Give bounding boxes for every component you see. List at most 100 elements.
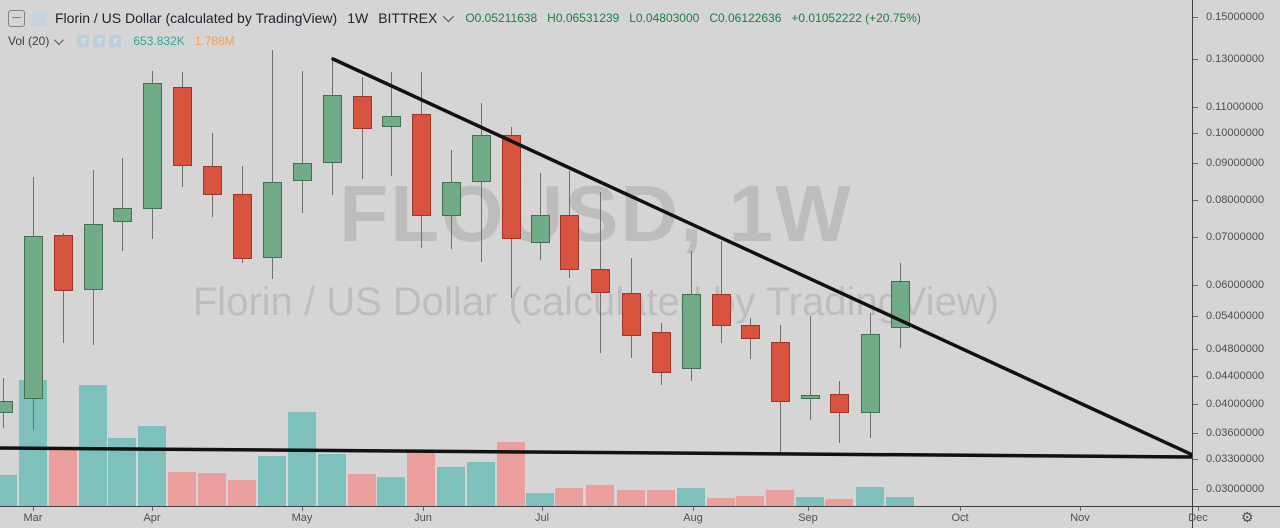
volume-bar: [617, 490, 645, 506]
candle-body-up: [442, 182, 461, 216]
candle-wick: [810, 316, 811, 420]
volume-bar: [555, 488, 583, 506]
candle-body-down: [502, 135, 521, 239]
volume-bar: [766, 490, 794, 506]
volume-bar: [407, 450, 435, 506]
time-axis-tick: [1198, 507, 1199, 511]
candle-body-down: [830, 394, 849, 413]
time-axis-label: Aug: [683, 512, 703, 524]
price-axis-label: 0.04800000: [1193, 343, 1280, 355]
volume-bar: [288, 412, 316, 506]
volume-bar: [856, 487, 884, 506]
ohlc-close: C0.06122636: [709, 11, 782, 25]
candle-body-down: [54, 235, 73, 291]
candle-body-down: [412, 114, 431, 216]
chevron-down-icon[interactable]: [54, 34, 65, 45]
time-axis-tick: [693, 507, 694, 511]
volume-bar: [348, 474, 376, 506]
time-axis-label: Apr: [143, 512, 161, 524]
time-axis-tick: [152, 507, 153, 511]
candle-body-up: [84, 224, 103, 290]
price-axis-label: 0.05400000: [1193, 310, 1280, 322]
price-axis-label: 0.06000000: [1193, 279, 1280, 291]
candle-body-down: [560, 215, 579, 270]
candle-body-up: [323, 95, 342, 163]
scale-settings-gear-icon[interactable]: ⚙: [1241, 509, 1254, 525]
volume-bar: [886, 497, 914, 506]
time-axis-label: Oct: [951, 512, 969, 524]
candle-body-up: [263, 182, 282, 258]
volume-bar: [79, 385, 107, 506]
candle-body-up: [24, 236, 43, 399]
volume-value: 1.788M: [194, 34, 235, 48]
candle-body-down: [591, 269, 610, 293]
candle-body-up: [682, 294, 701, 369]
candle-body-down: [233, 194, 252, 259]
volume-bar: [467, 462, 495, 506]
candle-body-down: [203, 166, 222, 195]
volume-bar: [707, 498, 735, 506]
exchange-label[interactable]: BITTREX: [378, 10, 438, 26]
candle-body-up: [891, 281, 910, 328]
chevron-down-icon[interactable]: [443, 10, 455, 23]
volume-ma-value: 653.832K: [133, 34, 185, 48]
candlestick-series: [0, 50, 910, 455]
time-axis-label: Sep: [798, 512, 818, 524]
time-axis-tick: [423, 507, 424, 511]
volume-bar: [377, 477, 405, 506]
candle-wick: [721, 241, 722, 343]
time-axis[interactable]: Mar Apr May Jun Jul Aug Sep Oct Nov Dec: [0, 506, 1280, 528]
chart-pane[interactable]: FLOUSD, 1W Florin / US Dollar (calculate…: [0, 0, 1192, 506]
price-axis-label: 0.08000000: [1193, 194, 1280, 206]
candle-body-down: [771, 342, 790, 402]
candle-wick: [272, 50, 273, 279]
candle-body-down: [712, 294, 731, 326]
symbol-title[interactable]: Florin / US Dollar (calculated by Tradin…: [55, 10, 338, 26]
price-axis-label: 0.07000000: [1193, 231, 1280, 243]
volume-bar: [318, 454, 346, 506]
time-axis-label: Nov: [1070, 512, 1090, 524]
price-axis-label: 0.10000000: [1193, 127, 1280, 139]
volume-bar: [258, 456, 286, 506]
volume-bar: [647, 490, 675, 506]
price-axis-label: 0.04000000: [1193, 398, 1280, 410]
delete-icon[interactable]: x: [109, 35, 122, 47]
candle-body-up: [143, 83, 162, 209]
candle-body-down: [652, 332, 671, 373]
price-axis[interactable]: 0.15000000 0.13000000 0.11000000 0.10000000…: [1192, 0, 1280, 506]
visibility-icon[interactable]: o: [77, 35, 90, 47]
time-axis-tick: [33, 507, 34, 511]
volume-bar: [437, 467, 465, 506]
indicator-controls: o o x: [73, 35, 122, 47]
candle-body-up: [293, 163, 312, 181]
time-axis-tick: [302, 507, 303, 511]
candle-body-down: [741, 325, 760, 339]
settings-icon[interactable]: o: [93, 35, 106, 47]
candle-wick: [122, 158, 123, 251]
ohlc-change: +0.01052222 (+20.75%): [791, 11, 921, 25]
volume-bar: [168, 472, 196, 506]
symbol-logo-icon: [32, 10, 47, 26]
volume-indicator-label[interactable]: Vol (20): [8, 34, 50, 48]
volume-bar: [526, 493, 554, 506]
volume-bar: [825, 499, 853, 506]
time-axis-tick: [1080, 507, 1081, 511]
candle-body-up: [861, 334, 880, 413]
time-axis-label: May: [291, 512, 313, 524]
price-axis-label: 0.03300000: [1193, 453, 1280, 465]
volume-bar: [228, 480, 256, 506]
candle-body-up: [0, 401, 13, 413]
collapse-legend-icon[interactable]: [8, 9, 25, 27]
candle-body-up: [113, 208, 132, 222]
candle-wick: [481, 103, 482, 262]
volume-bar: [736, 496, 764, 506]
candle-body-down: [353, 96, 372, 129]
candle-body-up: [531, 215, 550, 243]
ohlc-high: H0.06531239: [547, 11, 620, 25]
volume-bar: [796, 497, 824, 506]
interval-label[interactable]: 1W: [347, 10, 369, 26]
time-axis-tick: [960, 507, 961, 511]
price-axis-label: 0.15000000: [1193, 11, 1280, 23]
chart-legend: Florin / US Dollar (calculated by Tradin…: [8, 8, 921, 50]
